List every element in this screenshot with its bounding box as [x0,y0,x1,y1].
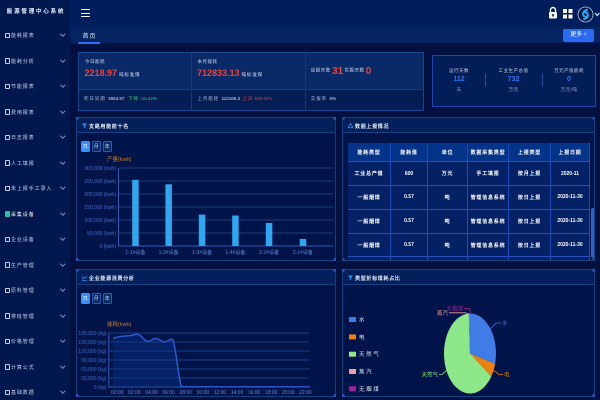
svg-text:1-3#设备: 1-3#设备 [192,249,212,256]
svg-text:90,000 (kg): 90,000 (kg) [81,358,107,364]
svg-text:06:00: 06:00 [162,390,175,396]
svg-text:无烟煤: 无烟煤 [446,305,463,313]
svg-text:水: 水 [502,319,508,327]
svg-text:08:00: 08:00 [179,390,192,396]
svg-text:20:00: 20:00 [282,390,295,396]
svg-text:50,000 (kwh): 50,000 (kwh) [87,231,116,237]
svg-text:0 (kg): 0 (kg) [94,385,107,391]
svg-text:1-4#设备: 1-4#设备 [225,249,245,256]
svg-text:120,000 (kg): 120,000 (kg) [78,349,106,355]
svg-text:产量(kwh): 产量(kwh) [107,155,132,163]
svg-text:电: 电 [359,333,366,341]
svg-text:2-1#设备: 2-1#设备 [293,249,313,256]
svg-text:能耗(kwh): 能耗(kwh) [107,320,132,328]
svg-text:无烟煤: 无烟煤 [359,385,380,393]
svg-text:250,000 (kwh): 250,000 (kwh) [84,179,116,185]
svg-text:00:00: 00:00 [111,390,124,396]
svg-text:1-2#设备: 1-2#设备 [159,249,179,256]
svg-text:1-1#设备: 1-1#设备 [125,249,145,256]
svg-text:02:00: 02:00 [128,390,141,396]
svg-text:12:00: 12:00 [214,390,227,396]
svg-text:60,000 (kg): 60,000 (kg) [81,367,107,373]
svg-text:14:00: 14:00 [231,390,244,396]
svg-text:蒸汽: 蒸汽 [437,309,449,317]
svg-text:200,000 (kwh): 200,000 (kwh) [84,192,116,198]
svg-text:300,000 (kwh): 300,000 (kwh) [84,166,116,172]
svg-text:天然气: 天然气 [359,350,380,358]
svg-text:10:00: 10:00 [197,390,210,396]
svg-text:22:00: 22:00 [299,390,312,396]
svg-text:100,000 (kwh): 100,000 (kwh) [84,218,116,224]
svg-text:04:00: 04:00 [145,390,158,396]
svg-text:16:00: 16:00 [248,390,261,396]
svg-text:18:00: 18:00 [265,390,278,396]
svg-text:2-2#设备: 2-2#设备 [259,249,279,256]
svg-text:蒸汽: 蒸汽 [359,368,373,376]
svg-text:30,000 (kg): 30,000 (kg) [81,376,107,382]
svg-text:150,000 (kwh): 150,000 (kwh) [84,205,116,211]
svg-text:电: 电 [504,371,510,379]
svg-text:天然气: 天然气 [421,371,438,379]
svg-text:水: 水 [359,316,366,324]
svg-text:180,000 (kg): 180,000 (kg) [78,331,106,337]
svg-text:0 (kwh): 0 (kwh) [100,244,117,250]
svg-text:150,000 (kg): 150,000 (kg) [78,340,106,346]
